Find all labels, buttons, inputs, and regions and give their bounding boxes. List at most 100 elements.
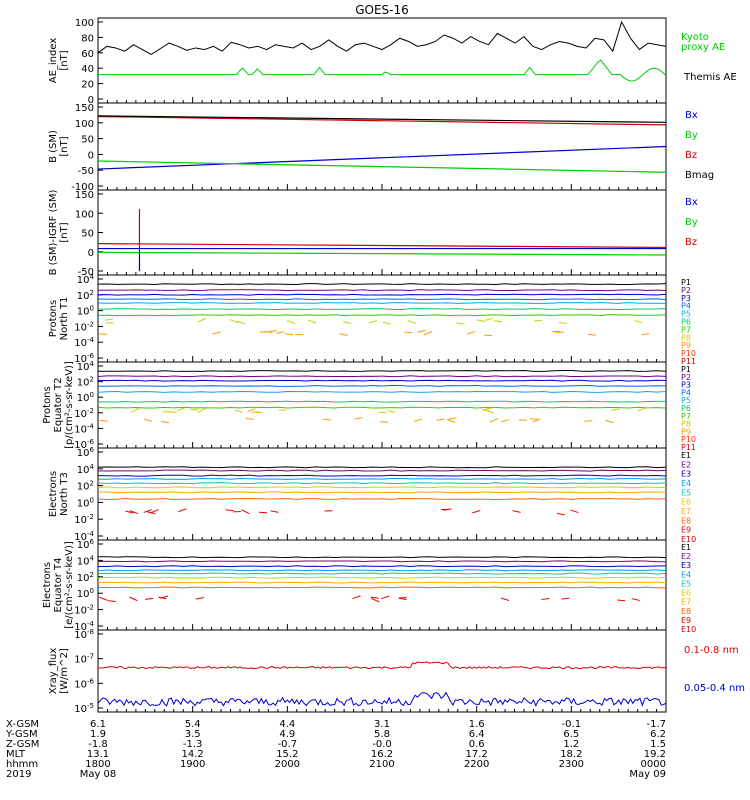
series-p8-segment xyxy=(476,319,485,323)
series-p9-segment xyxy=(212,331,221,335)
series-p8-segment xyxy=(611,408,620,411)
legend-e7: E7 xyxy=(681,598,691,607)
series-e9-segment xyxy=(352,595,361,600)
series-p9-segment xyxy=(587,333,596,336)
series-p9-segment xyxy=(448,417,457,420)
y-tick-label: 10-4 xyxy=(74,336,94,349)
series-e9-segment xyxy=(443,508,452,511)
series-e9-segment xyxy=(195,596,204,600)
legend-bmag: Bmag xyxy=(685,170,714,181)
panel-3: B (SM)-IGRF (SM)[nT] 150 100 50 0 -50 Bx By Bz xyxy=(48,189,698,278)
legend-p5: P5 xyxy=(681,310,691,319)
series-e9-segment xyxy=(472,510,481,514)
series-e9-segment xyxy=(241,509,250,515)
series-p9-segment xyxy=(404,331,413,334)
y-tick-label: 100 xyxy=(75,209,94,220)
series-p8-segment xyxy=(382,321,391,325)
footer-value: 1.9 xyxy=(90,729,106,740)
legend-p2: P2 xyxy=(681,373,691,382)
legend-p10: P10 xyxy=(681,349,696,358)
y-tick-label: 106 xyxy=(77,446,95,459)
series-p9-segment xyxy=(380,421,389,423)
legend-e6: E6 xyxy=(681,589,691,598)
series-p4 xyxy=(97,384,667,387)
legend-e2: E2 xyxy=(681,552,691,561)
panel-4: ProtonsNorth T1 104 102 100 10-2 10-4 10-6 P1P2… xyxy=(48,273,696,366)
series-bmag xyxy=(97,115,667,123)
legend-e3: E3 xyxy=(681,470,691,479)
footer-row-label: Y-GSM xyxy=(5,729,38,740)
panel-5: ProtonsEquator T2[p/(cm²-s-sr-keV)] 104 10… xyxy=(42,360,696,452)
footer-value: 1.2 xyxy=(563,739,579,750)
series-p9-segment xyxy=(605,419,614,424)
series-p9-segment xyxy=(584,420,593,422)
series-e9-segment xyxy=(617,599,626,602)
panel-frame xyxy=(97,274,667,363)
panel-6: ElectronsNorth T310610410210010-210-4E1E… xyxy=(48,446,696,544)
series-p8-segment xyxy=(637,407,646,412)
footer-value: 5.4 xyxy=(185,719,201,730)
panel-frame xyxy=(97,189,667,276)
panel-frame xyxy=(97,539,667,631)
y-tick-label: 100 xyxy=(77,587,94,600)
panel-frame xyxy=(97,361,667,449)
y-tick-label: 104 xyxy=(77,554,95,567)
series-p9-segment xyxy=(323,418,332,421)
legend-p5: P5 xyxy=(681,396,691,405)
series-e9-segment xyxy=(512,510,521,513)
series-p8-segment xyxy=(484,317,493,321)
legend-e1: E1 xyxy=(681,543,691,552)
series-p8-segment xyxy=(369,320,378,324)
footer-value: 2000 xyxy=(275,759,300,770)
legend-themis: Themis AE xyxy=(683,72,737,83)
y-tick-label: -50 xyxy=(78,166,94,177)
themis-ae-line xyxy=(98,59,667,82)
legend-e2: E2 xyxy=(681,460,691,469)
legend-e5: E5 xyxy=(681,579,691,588)
panel-frame xyxy=(97,447,667,541)
y-tick-label: 40 xyxy=(81,64,94,75)
footer-value: 3.1 xyxy=(374,719,390,730)
y-tick-label: 10-6 xyxy=(74,677,94,690)
series-e4 xyxy=(97,477,667,480)
series-e9-segment xyxy=(381,595,390,600)
series-p1 xyxy=(97,283,667,285)
chart-title: GOES-16 xyxy=(355,3,409,17)
series-e9-segment xyxy=(158,596,167,600)
series-e5 xyxy=(97,572,667,575)
series-p6 xyxy=(97,400,667,403)
series-p9-segment xyxy=(354,417,363,420)
series-e9-segment xyxy=(541,598,550,601)
y-axis-label: AE_index[nT] xyxy=(48,38,70,84)
series-p9-segment xyxy=(276,331,285,334)
y-tick-label: 100 xyxy=(75,18,94,29)
panel-2: B (SM)[nT] 150 100 50 0 -50 -100 Bx By Bz Bmag xyxy=(48,102,714,193)
footer-value: 2200 xyxy=(464,759,489,770)
y-axis-label: B (SM)-IGRF (SM)[nT] xyxy=(48,190,70,276)
legend-p9: P9 xyxy=(681,341,691,350)
series-e2 xyxy=(97,560,667,563)
y-tick-label: 50 xyxy=(81,135,94,146)
series-bz xyxy=(97,115,667,126)
legend-e5: E5 xyxy=(681,488,691,497)
footer-value: -1.7 xyxy=(646,719,666,730)
legend-bx: Bx xyxy=(685,110,698,121)
series-e7 xyxy=(97,491,667,494)
legend-p7: P7 xyxy=(681,412,691,421)
series-e4 xyxy=(97,569,667,572)
series-p9-segment xyxy=(413,418,423,422)
series-p8-segment xyxy=(378,411,387,414)
y-tick-label: 10-7 xyxy=(74,653,94,666)
legend-kyoto: proxy AE xyxy=(681,42,725,53)
footer-value: 0000 xyxy=(641,759,666,770)
series-p8-segment xyxy=(229,318,238,324)
series-p3 xyxy=(97,293,667,296)
series-p9-segment xyxy=(446,418,456,423)
series-p8-segment xyxy=(130,408,140,413)
series-e9-segment xyxy=(398,597,407,599)
panel-7: ElectronsEquator T4[e/(cm²-s-sr-keV)] 106… xyxy=(42,538,696,634)
series-p8-segment xyxy=(407,320,417,324)
series-p9-segment xyxy=(532,418,541,423)
legend-e8: E8 xyxy=(681,607,691,616)
